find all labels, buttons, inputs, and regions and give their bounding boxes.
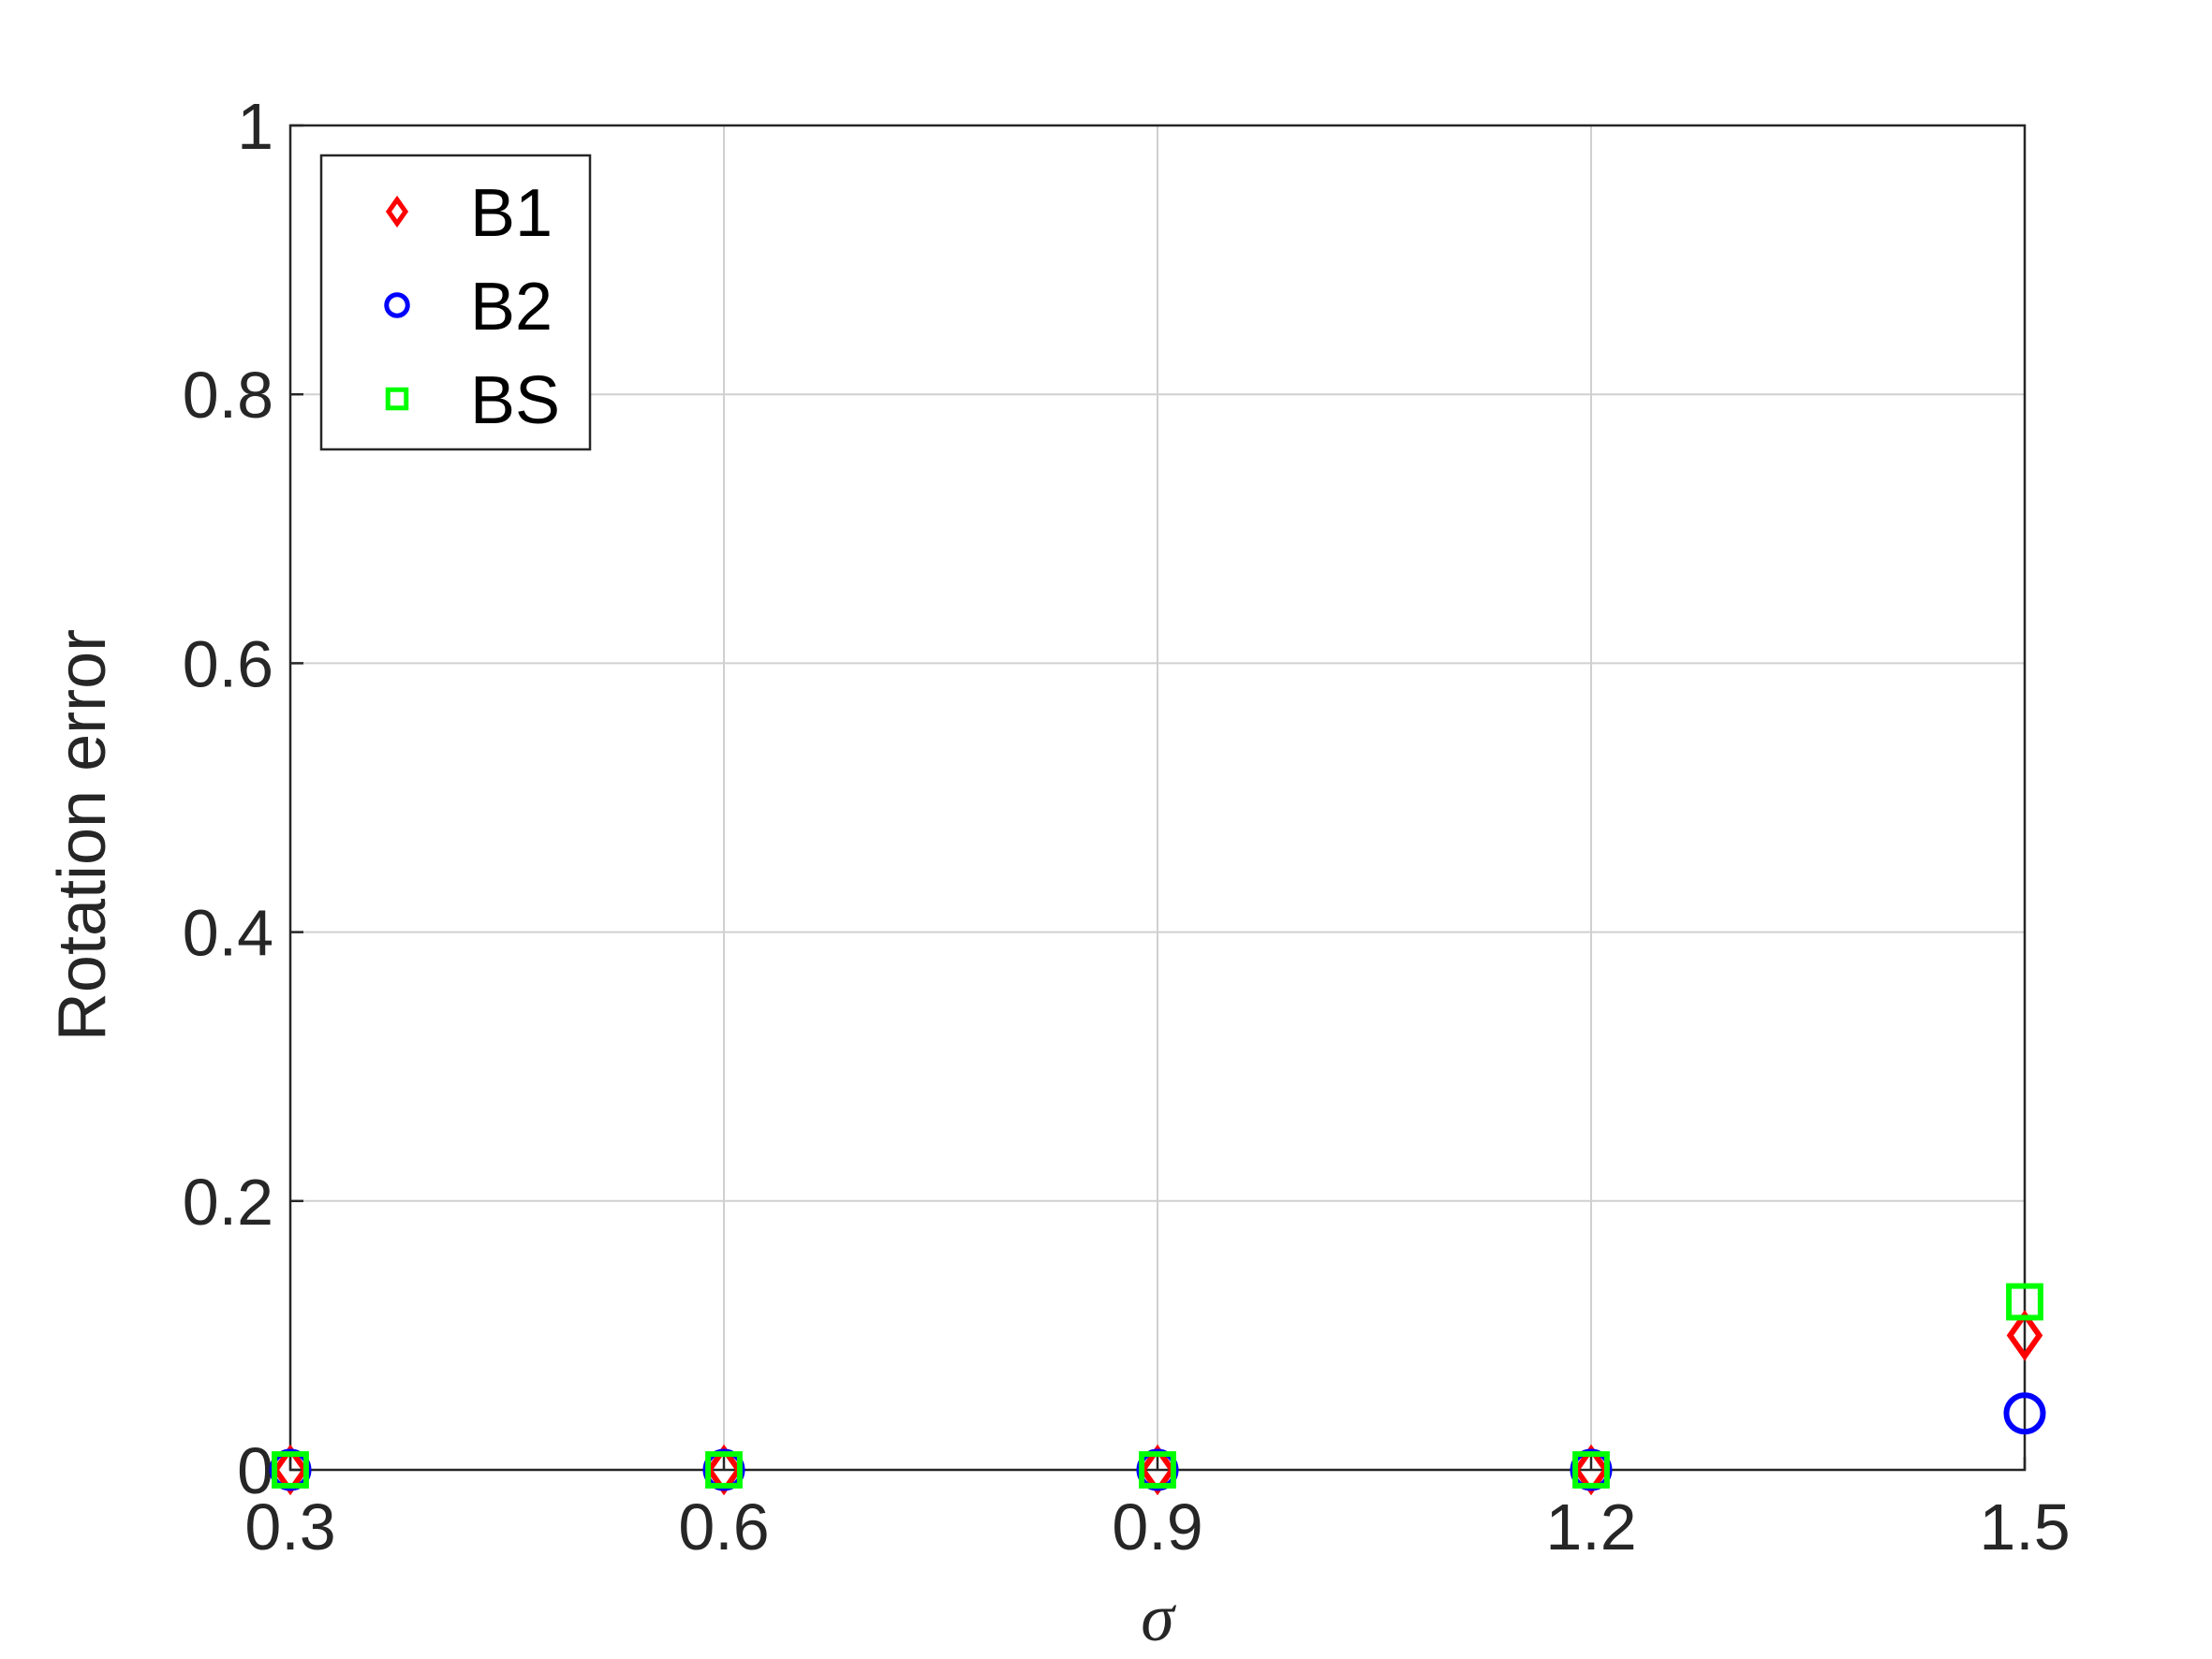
data-point-B1 [2006,1310,2043,1361]
data-point-BS [705,1451,743,1489]
data-point-BS [272,1451,309,1489]
data-point-BS [1139,1451,1176,1489]
legend-marker-B2 [384,292,410,318]
legend-marker-B1 [385,195,409,228]
y-axis: 0 0.2 0.4 0.6 0.8 1 [183,90,303,1507]
legend-marker-BS [385,387,409,411]
y-tick-label: 0.8 [183,359,273,432]
y-tick-label: 0.4 [183,897,273,970]
data-point-BS [1572,1451,1610,1489]
legend: B1 B2 BS [319,154,592,451]
data-point-BS [2006,1283,2043,1321]
series-BS [272,1283,2043,1489]
x-tick-label: 0.6 [678,1490,769,1564]
legend-box [319,154,592,451]
legend-label: B2 [470,270,553,345]
legend-label: BS [470,363,560,438]
y-tick-label: 0 [237,1434,273,1507]
x-axis: 0.3 0.6 0.9 1.2 1.5 [244,1457,2071,1564]
y-tick-label: 1 [237,90,273,163]
x-tick-label: 0.3 [244,1490,335,1564]
x-tick-label: 0.9 [1112,1490,1202,1564]
data-marks [269,1283,2046,1496]
y-tick-label: 0.2 [183,1166,273,1239]
y-axis-label: Rotation error [45,629,120,1041]
y-tick-label: 0.6 [183,627,273,700]
x-tick-label: 1.5 [1979,1490,2070,1564]
x-axis-label: σ [1141,1580,1176,1655]
data-point-B2 [2003,1392,2046,1435]
legend-label: B1 [470,176,553,251]
x-tick-label: 1.2 [1545,1490,1636,1564]
